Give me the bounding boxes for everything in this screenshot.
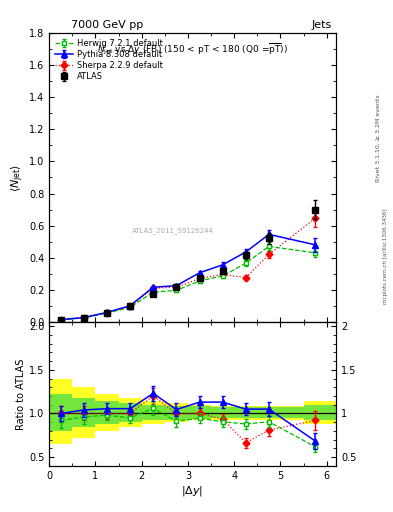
X-axis label: $|\Delta y|$: $|\Delta y|$ — [182, 483, 204, 498]
Text: mcplots.cern.ch [arXiv:1306.3436]: mcplots.cern.ch [arXiv:1306.3436] — [383, 208, 387, 304]
Text: $N_\mathrm{jet}$ vs $\Delta y$ (FB) (150 < pT < 180 (Q0 =$\overline{\rm pT}$)): $N_\mathrm{jet}$ vs $\Delta y$ (FB) (150… — [97, 42, 288, 57]
Legend: Herwig 7.2.1 default, Pythia 8.308 default, Sherpa 2.2.9 default, ATLAS: Herwig 7.2.1 default, Pythia 8.308 defau… — [52, 37, 165, 84]
Text: Jets: Jets — [312, 19, 332, 30]
Text: ATLAS_2011_S9126244: ATLAS_2011_S9126244 — [132, 227, 213, 234]
Text: 7000 GeV pp: 7000 GeV pp — [71, 19, 143, 30]
Text: Rivet 3.1.10, ≥ 3.2M events: Rivet 3.1.10, ≥ 3.2M events — [376, 94, 380, 182]
Y-axis label: Ratio to ATLAS: Ratio to ATLAS — [16, 358, 26, 430]
Y-axis label: $\langle N_\mathrm{jet} \rangle$: $\langle N_\mathrm{jet} \rangle$ — [10, 163, 26, 191]
